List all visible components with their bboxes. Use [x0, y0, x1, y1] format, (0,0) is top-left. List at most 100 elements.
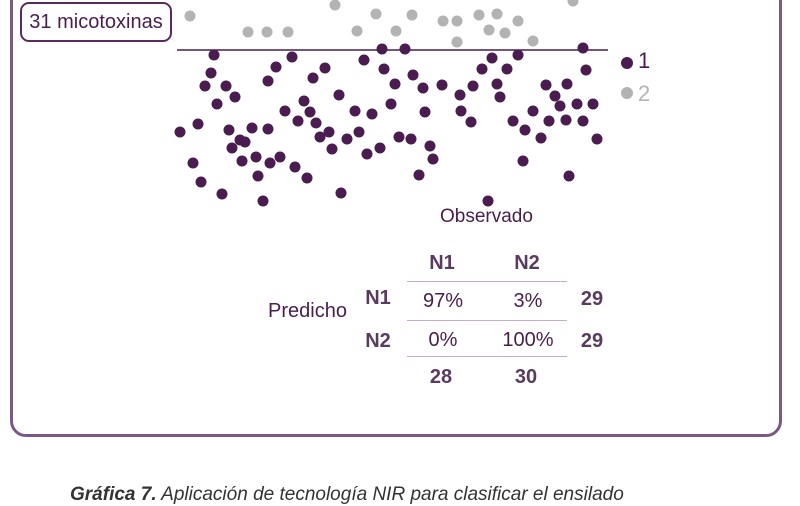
row-total-n1: 29	[580, 288, 604, 310]
point-series-1-41	[349, 105, 361, 117]
point-series-1-68	[491, 78, 503, 90]
point-series-1-38	[333, 89, 345, 101]
point-series-1-15	[239, 136, 251, 148]
point-series-1-54	[407, 69, 419, 81]
point-series-1-37	[326, 143, 338, 155]
row-header-n1: N1	[365, 287, 391, 309]
point-series-1-74	[519, 124, 531, 136]
point-series-1-86	[577, 42, 589, 54]
point-series-1-22	[264, 157, 276, 169]
col-header-n1: N1	[429, 252, 455, 274]
point-series-1-87	[580, 64, 592, 76]
point-series-1-65	[476, 63, 488, 75]
point-series-1-71	[507, 115, 519, 127]
point-series-2-9	[437, 15, 449, 27]
point-series-1-34	[314, 131, 326, 143]
point-series-2-17	[527, 35, 539, 47]
point-series-1-24	[274, 151, 286, 163]
point-series-1-16	[246, 122, 258, 134]
col-header-n2: N2	[514, 252, 540, 274]
point-series-2-0	[184, 10, 196, 22]
micotoxinas-badge: 31 micotoxinas	[20, 2, 172, 42]
figure-caption: Gráfica 7. Aplicación de tecnología NIR …	[70, 484, 624, 506]
point-series-1-8	[216, 188, 228, 200]
point-series-1-32	[307, 72, 319, 84]
point-series-1-4	[199, 80, 211, 92]
point-series-1-30	[301, 172, 313, 184]
point-series-2-4	[329, 0, 341, 11]
col-total-n2: 30	[514, 366, 538, 388]
caption-text: Aplicación de tecnología NIR para clasif…	[156, 484, 624, 505]
col-total-n1: 28	[429, 366, 453, 388]
point-series-1-88	[587, 98, 599, 110]
point-series-1-52	[399, 43, 411, 55]
point-series-1-14	[236, 155, 248, 167]
point-series-1-43	[358, 54, 370, 66]
point-series-1-1	[187, 157, 199, 169]
point-series-1-10	[223, 124, 235, 136]
point-series-1-73	[517, 155, 529, 167]
point-series-1-0	[174, 126, 186, 138]
point-series-1-49	[385, 98, 397, 110]
point-series-2-16	[512, 15, 524, 27]
point-series-1-31	[304, 106, 316, 118]
chart-card	[10, 0, 782, 437]
point-series-1-80	[554, 100, 566, 112]
point-series-2-15	[499, 27, 511, 39]
point-series-2-10	[451, 15, 463, 27]
point-series-1-61	[454, 89, 466, 101]
cell-n1-n1: 97%	[422, 290, 464, 312]
point-series-1-50	[389, 78, 401, 90]
observado-title: Observado	[440, 206, 533, 227]
point-series-1-64	[467, 80, 479, 92]
point-series-1-77	[540, 79, 552, 91]
legend-marker-1	[621, 57, 633, 69]
point-series-1-85	[577, 115, 589, 127]
row-total-n2: 29	[580, 330, 604, 352]
point-series-1-55	[413, 169, 425, 181]
point-series-2-1	[242, 26, 254, 38]
point-series-1-69	[494, 91, 506, 103]
point-series-1-36	[323, 126, 335, 138]
point-series-1-23	[270, 61, 282, 73]
point-series-1-66	[482, 195, 494, 207]
point-series-1-62	[455, 105, 467, 117]
point-series-2-7	[390, 25, 402, 37]
point-series-2-18	[567, 0, 579, 7]
point-series-1-42	[353, 126, 365, 138]
point-series-1-84	[571, 98, 583, 110]
point-series-1-6	[208, 49, 220, 61]
point-series-1-28	[292, 115, 304, 127]
row-header-n2: N2	[365, 330, 391, 352]
point-series-1-29	[298, 95, 310, 107]
row-divider	[407, 320, 567, 321]
legend-marker-2	[621, 87, 633, 99]
point-series-2-11	[451, 36, 463, 48]
predicho-label: Predicho	[268, 300, 347, 322]
point-series-1-17	[250, 151, 262, 163]
point-series-1-21	[262, 75, 274, 87]
point-series-1-75	[527, 105, 539, 117]
point-series-1-72	[512, 49, 524, 61]
point-series-1-53	[405, 133, 417, 145]
point-series-1-89	[591, 133, 603, 145]
point-series-1-47	[376, 43, 388, 55]
point-series-1-79	[549, 90, 561, 102]
point-series-2-2	[261, 26, 273, 38]
point-series-1-48	[378, 63, 390, 75]
point-series-1-82	[561, 78, 573, 90]
point-series-1-56	[417, 82, 429, 94]
point-series-2-14	[491, 8, 503, 20]
cell-n1-n2: 3%	[513, 290, 543, 312]
footer-divider	[407, 356, 567, 357]
point-series-1-27	[289, 161, 301, 173]
point-series-1-35	[319, 62, 331, 74]
point-series-1-9	[220, 80, 232, 92]
point-series-1-78	[543, 115, 555, 127]
point-series-1-59	[427, 153, 439, 165]
point-series-1-51	[393, 131, 405, 143]
point-series-1-7	[211, 98, 223, 110]
cell-n2-n1: 0%	[428, 329, 458, 351]
point-series-1-63	[465, 116, 477, 128]
point-series-2-12	[473, 9, 485, 21]
